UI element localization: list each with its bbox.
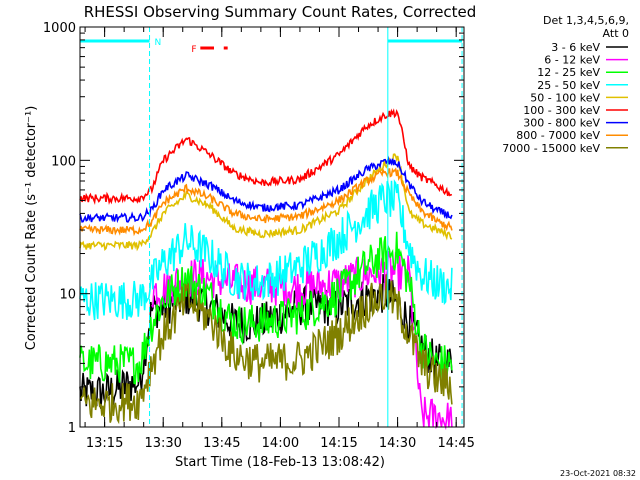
footer-timestamp: 23-Oct-2021 08:32 xyxy=(560,469,636,478)
series-line xyxy=(79,167,453,237)
x-tick-label: 13:45 xyxy=(203,436,240,451)
x-tick-label: 13:30 xyxy=(144,436,181,451)
series-line xyxy=(79,155,453,224)
legend-label: 800 - 7000 keV xyxy=(516,129,600,142)
x-tick-label: 14:15 xyxy=(320,436,357,451)
y-tick-label: 1 xyxy=(68,421,76,436)
marker-group: NF xyxy=(80,27,463,427)
legend-label: 3 - 6 keV xyxy=(551,41,600,54)
detector-info-line-1: Det 1,3,4,5,6,9, xyxy=(543,14,629,27)
series-line xyxy=(79,108,453,205)
x-tick-label: 14:00 xyxy=(262,436,299,451)
plot-frame xyxy=(79,26,465,428)
axes-group: 1 10 100 1000 13:15 13:30 13:45 14:00 14:15 14:30… xyxy=(43,21,475,451)
series-line xyxy=(79,179,453,321)
y-tick-label: 1000 xyxy=(43,21,76,36)
y-tick-label: 10 xyxy=(59,288,76,303)
x-axis-label: Start Time (18-Feb-13 13:08:42) xyxy=(175,455,385,470)
x-tick-label: 13:15 xyxy=(86,436,123,451)
legend-label: 300 - 800 keV xyxy=(523,117,600,130)
series-line xyxy=(79,231,453,385)
series-line xyxy=(151,250,453,431)
x-tick-label: 14:45 xyxy=(437,436,474,451)
legend-label: 25 - 50 keV xyxy=(537,79,600,92)
y-tick-label: 100 xyxy=(51,154,76,169)
series-group xyxy=(79,108,453,431)
series-line xyxy=(79,274,453,425)
chart-title: RHESSI Observing Summary Count Rates, Co… xyxy=(84,3,477,21)
night-marker-label: N xyxy=(155,38,162,48)
legend-label: 12 - 25 keV xyxy=(537,66,600,79)
flare-marker-label: F xyxy=(191,45,196,55)
x-tick-label: 14:30 xyxy=(379,436,416,451)
legend-label: 6 - 12 keV xyxy=(544,54,600,67)
y-axis-label: Corrected Count Rate (s⁻¹ detector⁻¹) xyxy=(24,106,39,351)
legend-label: 7000 - 15000 keV xyxy=(502,142,600,155)
legend-label: 100 - 300 keV xyxy=(523,104,600,117)
series-line xyxy=(79,274,453,409)
legend-label: 50 - 100 keV xyxy=(530,91,600,104)
detector-info-line-2: Att 0 xyxy=(603,27,629,40)
